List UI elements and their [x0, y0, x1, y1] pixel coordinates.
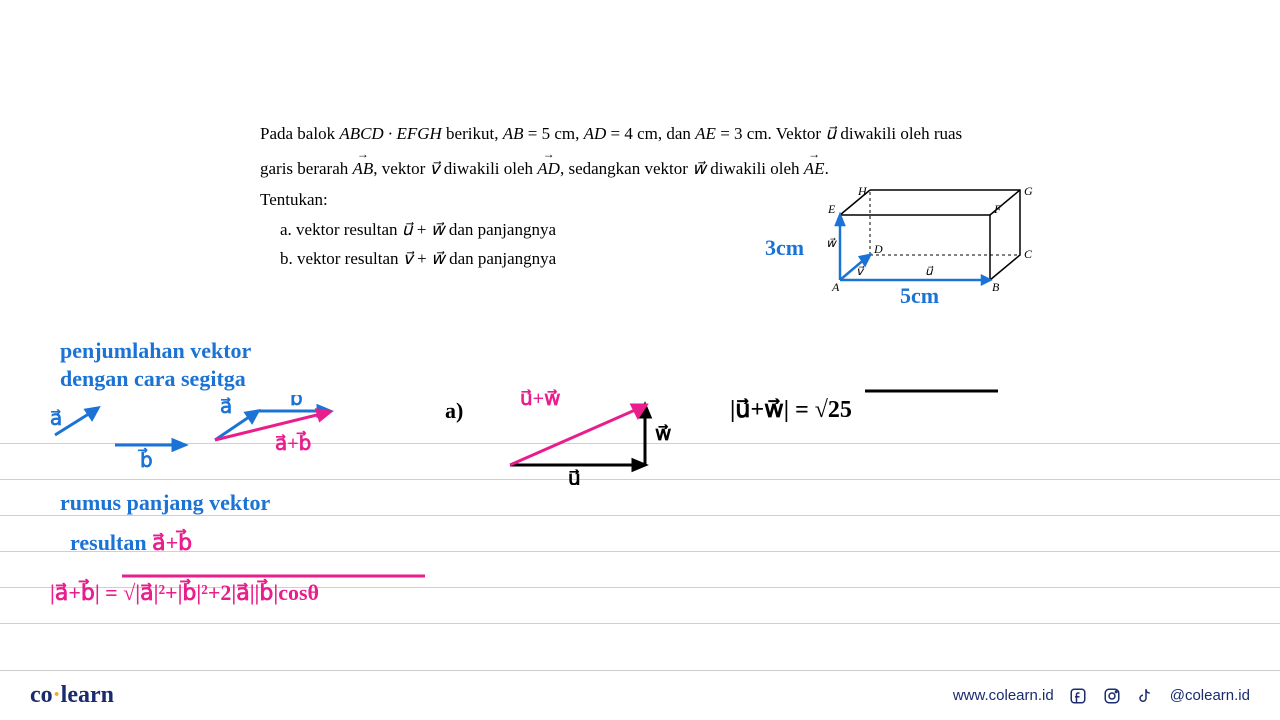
u: u⃗: [402, 220, 413, 239]
svg-text:b⃗: b⃗: [138, 447, 153, 472]
tiktok-icon: [1136, 686, 1156, 706]
label-F: F: [993, 202, 1002, 216]
AB: AB: [503, 124, 524, 143]
text: diwakili oleh ruas: [836, 124, 962, 143]
text: = 5 cm,: [523, 124, 583, 143]
w: w⃗: [431, 249, 445, 268]
svg-text:a⃗: a⃗: [50, 408, 62, 430]
label-w: w⃗: [826, 236, 837, 250]
footer: co·learn www.colearn.id @colearn.id: [0, 670, 1280, 720]
label-C: C: [1024, 247, 1033, 261]
formula-overline-svg: [120, 572, 520, 592]
vec-v: v⃗: [429, 159, 439, 178]
hw-rumus-2: resultan a⃗+b⃗: [70, 530, 192, 556]
logo-learn: learn: [61, 682, 114, 708]
label-D: D: [873, 242, 883, 256]
label-v: v⃗: [856, 264, 865, 278]
vec-AB: AB: [353, 155, 374, 182]
footer-right: www.colearn.id @colearn.id: [953, 686, 1250, 706]
text: dan panjangnya: [445, 220, 556, 239]
hw-rumus-1: rumus panjang vektor: [60, 490, 270, 516]
cuboid-diagram: A B C D E F G H u⃗ v⃗ w⃗ 3cm 5cm: [770, 185, 1050, 315]
plus: +: [413, 249, 431, 268]
text: berikut,: [442, 124, 503, 143]
text: = 4 cm, dan: [606, 124, 695, 143]
problem-line-1: Pada balok ABCD · EFGH berikut, AB = 5 c…: [260, 120, 1080, 147]
text: garis berarah: [260, 159, 353, 178]
svg-text:w⃗: w⃗: [655, 423, 671, 445]
annot-5cm: 5cm: [900, 283, 939, 309]
rule-line: [0, 623, 1280, 624]
text: = 3 cm. Vektor: [716, 124, 825, 143]
sqrt-overline-svg: [730, 385, 1010, 415]
label-B: B: [992, 280, 1000, 294]
svg-text:b⃗: b⃗: [288, 395, 303, 410]
vec-AD: AD: [537, 155, 560, 182]
AE: AE: [695, 124, 716, 143]
text: a. vektor resultan: [280, 220, 402, 239]
label-a-paren: a): [445, 398, 463, 424]
footer-handle: @colearn.id: [1170, 687, 1250, 704]
colearn-logo: co·learn: [30, 682, 114, 709]
text: .: [825, 159, 829, 178]
w: w⃗: [431, 220, 445, 239]
svg-text:a⃗: a⃗: [220, 396, 232, 418]
vec-w: w⃗: [692, 159, 706, 178]
handwritten-area: penjumlahan vektor dengan cara segitga a…: [0, 330, 1280, 640]
text: , vektor: [373, 159, 429, 178]
label-E: E: [827, 202, 836, 216]
text: diwakili oleh: [706, 159, 804, 178]
hw-title-1: penjumlahan vektor: [60, 338, 251, 364]
logo-co: co: [30, 682, 53, 708]
text: b. vektor resultan: [280, 249, 403, 268]
vec-u: u⃗: [825, 124, 836, 143]
uw-triangle-svg: u⃗+w⃗ u⃗ w⃗: [490, 385, 710, 485]
facebook-icon: [1068, 686, 1088, 706]
vec-AE: AE: [804, 155, 825, 182]
text: , sedangkan vektor: [560, 159, 692, 178]
AD: AD: [584, 124, 607, 143]
label-A: A: [831, 280, 840, 294]
annot-3cm: 3cm: [765, 235, 804, 261]
label-H: H: [857, 185, 868, 198]
svg-text:a⃗+b⃗: a⃗+b⃗: [275, 430, 311, 455]
svg-text:u⃗: u⃗: [568, 468, 581, 485]
svg-text:u⃗+w⃗: u⃗+w⃗: [520, 388, 560, 410]
label-G: G: [1024, 185, 1033, 198]
footer-url: www.colearn.id: [953, 687, 1054, 704]
logo-dot: ·: [53, 682, 61, 708]
hw-title-2: dengan cara segitga: [60, 366, 246, 392]
v: v⃗: [403, 249, 413, 268]
text: diwakili oleh: [440, 159, 538, 178]
abcd-efgh: ABCD · EFGH: [339, 124, 441, 143]
text: dan panjangnya: [445, 249, 556, 268]
plus: +: [413, 220, 431, 239]
triangle-rule-svg: a⃗ b⃗ a⃗ b⃗ a⃗+b⃗: [40, 395, 380, 485]
label-u: u⃗: [925, 264, 934, 278]
problem-line-2: garis berarah AB, vektor v⃗ diwakili ole…: [260, 155, 1080, 182]
text: Pada balok: [260, 124, 339, 143]
instagram-icon: [1102, 686, 1122, 706]
